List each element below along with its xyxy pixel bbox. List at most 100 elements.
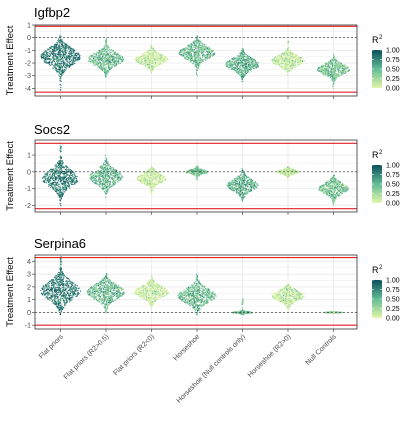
violin-point (59, 40, 62, 42)
violin-point (110, 58, 112, 60)
violin-point (289, 54, 291, 56)
violin-point (98, 63, 100, 65)
violin-point (71, 174, 73, 176)
violin-point (141, 63, 143, 65)
violin-point (62, 192, 64, 194)
violin-point (324, 72, 327, 74)
violin-point (341, 66, 343, 68)
violin-point (70, 174, 72, 177)
violin-point (65, 178, 67, 181)
violin-point (338, 69, 340, 71)
violin-point (247, 63, 249, 66)
violin-point (322, 70, 324, 72)
violin-point (285, 64, 287, 66)
violin-point (331, 74, 333, 76)
violin-point (193, 54, 195, 56)
violin-point (68, 57, 70, 59)
violin-point (156, 52, 159, 54)
violin-point (291, 67, 293, 69)
violin-point (241, 53, 243, 55)
violin-point (116, 52, 118, 55)
violin-point (290, 64, 292, 66)
violin-point (64, 182, 66, 184)
violin-point (319, 71, 321, 73)
violin-point (196, 69, 198, 71)
violin-point (327, 69, 329, 71)
violin-point (121, 56, 123, 58)
violin-point (345, 67, 347, 70)
violin-point (64, 169, 66, 171)
violin-point (334, 76, 336, 78)
violin-point (241, 64, 243, 66)
violin-point (289, 64, 291, 66)
violin-point (335, 76, 337, 78)
violin-point (147, 51, 149, 53)
violin-point (65, 55, 67, 57)
violin-point (100, 53, 102, 55)
violin-point (199, 47, 201, 49)
violin-point (194, 54, 196, 56)
violin-point (281, 62, 283, 65)
violin-point (200, 44, 202, 46)
violin-point (73, 172, 75, 174)
violin-point (342, 70, 344, 72)
violin-point (241, 78, 244, 80)
violin-point (100, 59, 102, 61)
violin-point (65, 171, 67, 173)
violin-point (52, 58, 54, 60)
violin-point (195, 59, 197, 61)
violin-point (89, 59, 91, 61)
violin-point (65, 63, 67, 65)
violin-point (56, 162, 59, 165)
violin-point (342, 65, 344, 67)
violin-point (57, 62, 59, 64)
violin-point (71, 51, 73, 53)
violin-point (116, 62, 118, 64)
violin-point (334, 80, 336, 82)
violin-point (288, 59, 290, 61)
violin-point (289, 51, 291, 53)
violin-point (106, 48, 108, 50)
violin-point (326, 69, 328, 71)
violin-point (102, 49, 104, 51)
violin-point (189, 59, 192, 61)
violin-point (241, 65, 243, 67)
violin-point (44, 177, 46, 179)
violin-point (68, 62, 71, 65)
violin-point (104, 49, 106, 51)
violin-point (333, 78, 335, 81)
violin-point (59, 149, 61, 152)
violin-point (158, 53, 160, 55)
violin-point (70, 169, 73, 172)
violin-point (56, 185, 58, 187)
violin-point (59, 187, 61, 190)
violin-point (59, 165, 61, 167)
violin-point (144, 57, 146, 59)
violin-point (202, 53, 204, 55)
violin-point (49, 171, 51, 173)
violin-point (67, 174, 69, 176)
violin-point (298, 60, 300, 62)
violin-point (253, 61, 255, 63)
violin-point (110, 52, 112, 54)
violin-point (234, 61, 236, 63)
violin-point (53, 50, 56, 52)
violin-point (61, 66, 63, 68)
violin-point (139, 60, 141, 62)
violin-point (52, 179, 54, 182)
y-tick-label: 0 (27, 33, 31, 42)
violin-point (345, 67, 347, 69)
violin-point (99, 54, 102, 56)
violin-point (105, 39, 107, 42)
violin-point (283, 53, 285, 55)
violin-point (54, 189, 56, 191)
violin-point (287, 62, 289, 64)
violin-point (155, 57, 157, 59)
violin-point (47, 180, 49, 182)
violin-point (74, 182, 76, 184)
violin-point (148, 61, 150, 63)
violin-point (42, 57, 44, 59)
violin-point (235, 69, 237, 71)
violin-point (188, 53, 190, 56)
violin-point (191, 56, 193, 59)
